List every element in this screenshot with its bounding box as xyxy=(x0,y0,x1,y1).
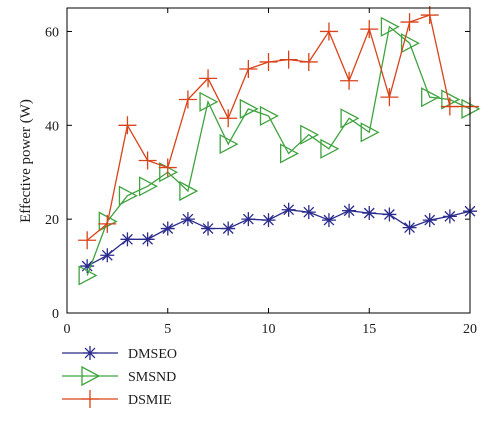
data-point-smsnd xyxy=(279,143,300,164)
x-tick-label: 10 xyxy=(262,322,276,337)
x-tick-label: 0 xyxy=(64,322,71,337)
data-point-dmseo xyxy=(120,232,135,247)
data-point-dsmie xyxy=(400,13,419,32)
data-point-dmseo xyxy=(261,213,276,228)
data-point-dsmie xyxy=(340,71,359,90)
data-point-dsmie xyxy=(440,97,459,116)
data-point-dsmie xyxy=(158,158,177,177)
legend-label-dsmie: DSMIE xyxy=(128,393,172,408)
data-point-smsnd xyxy=(400,33,420,54)
data-point-dsmie xyxy=(380,88,399,107)
legend-item-dmseo: DMSEO xyxy=(62,346,177,362)
data-point-smsnd xyxy=(239,98,259,119)
data-point-dsmie xyxy=(239,60,258,78)
data-point-dmseo xyxy=(201,221,216,236)
data-point-dmseo xyxy=(140,232,155,247)
data-point-smsnd xyxy=(360,122,380,143)
data-point-dmseo xyxy=(301,205,316,220)
data-point-dmseo xyxy=(402,220,417,235)
data-point-dmseo xyxy=(180,212,195,227)
data-point-smsnd xyxy=(118,185,138,206)
data-point-dsmie xyxy=(360,20,379,39)
data-point-dsmie xyxy=(199,69,218,88)
y-tick-label: 0 xyxy=(52,307,59,322)
data-point-smsnd xyxy=(259,105,279,127)
y-tick-label: 20 xyxy=(45,213,59,228)
data-point-smsnd xyxy=(300,124,320,145)
series-line-dsmie xyxy=(86,14,470,241)
legend-label-dmseo: DMSEO xyxy=(128,347,177,362)
series-smsnd xyxy=(78,16,481,286)
data-point-dmseo xyxy=(422,213,437,228)
data-point-dsmie xyxy=(259,52,278,71)
data-point-dsmie xyxy=(178,90,197,109)
series-line-dmseo xyxy=(86,209,471,267)
x-tick-label: 20 xyxy=(463,322,477,337)
data-point-dsmie xyxy=(319,22,338,41)
data-point-smsnd xyxy=(340,108,360,129)
legend-item-smsnd: SMSND xyxy=(62,365,176,387)
y-tick-label: 40 xyxy=(45,119,59,134)
data-point-dmseo xyxy=(80,259,95,274)
data-point-dsmie xyxy=(98,214,117,233)
data-point-smsnd xyxy=(78,265,98,286)
data-point-dsmie xyxy=(420,6,439,25)
data-point-dmseo xyxy=(442,209,457,224)
data-point-smsnd xyxy=(179,180,199,202)
data-point-dmseo xyxy=(382,207,397,222)
data-point-dmseo xyxy=(281,202,296,217)
data-point-smsnd xyxy=(138,176,158,197)
data-point-dsmie xyxy=(279,50,298,69)
data-point-smsnd xyxy=(380,16,400,37)
data-point-dsmie xyxy=(118,116,137,135)
legend-label-smsnd: SMSND xyxy=(128,370,176,385)
legend-marker-dmseo xyxy=(83,346,97,360)
x-tick-label: 5 xyxy=(164,322,171,337)
legend-marker-dsmie xyxy=(81,390,99,408)
data-point-dmseo xyxy=(342,203,357,218)
data-point-dsmie xyxy=(219,109,238,128)
data-point-dmseo xyxy=(362,206,377,221)
data-point-smsnd xyxy=(421,87,441,108)
legend: DMSEO SMSND DSMIE xyxy=(62,346,177,408)
data-point-dsmie xyxy=(78,231,97,250)
series-line-smsnd xyxy=(86,25,471,276)
legend-item-dsmie: DSMIE xyxy=(62,390,172,408)
data-point-dsmie xyxy=(138,151,157,170)
data-point-dmseo xyxy=(321,213,336,228)
data-point-smsnd xyxy=(320,138,340,159)
data-point-smsnd xyxy=(219,133,239,155)
data-point-dsmie xyxy=(299,52,318,71)
series-dsmie xyxy=(78,6,479,250)
data-point-smsnd xyxy=(199,91,219,112)
axis-ticks: 0 5 10 15 20 0 20 40 60 xyxy=(45,8,477,337)
data-point-dmseo xyxy=(241,212,256,227)
series-dmseo xyxy=(80,202,477,274)
x-tick-label: 15 xyxy=(362,322,376,337)
y-tick-label: 60 xyxy=(45,25,59,40)
data-point-dmseo xyxy=(100,248,115,263)
data-point-dmseo xyxy=(221,221,236,236)
legend-marker-smsnd xyxy=(81,365,101,387)
data-point-dmseo xyxy=(160,221,175,236)
y-axis-label: Effective power (W) xyxy=(18,99,34,223)
series-layer xyxy=(78,6,481,286)
